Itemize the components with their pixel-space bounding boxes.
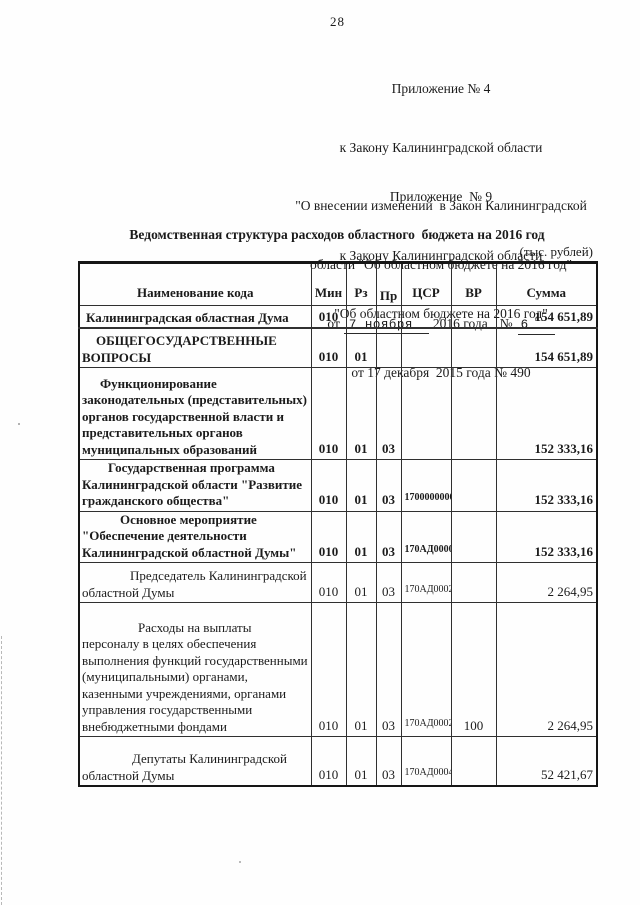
cell-rz: 01 — [345, 562, 377, 603]
cell-vr — [450, 510, 497, 563]
document-title: Ведомственная структура расходов областн… — [129, 227, 545, 242]
cell-vr — [450, 459, 497, 512]
cell-pr: 03 — [375, 510, 402, 563]
table-row: Государственная программа Калининградско… — [78, 459, 598, 512]
cell-pr — [375, 327, 402, 368]
table-row: Расходы на выплаты персоналу в целях обе… — [78, 602, 598, 737]
table-row: Депутаты Калининградской областной Думы … — [78, 736, 598, 787]
cell-vr — [450, 305, 497, 329]
table-row: ОБЩЕГОСУДАРСТВЕННЫЕ ВОПРОСЫ 010 01 154 6… — [78, 327, 598, 368]
cell-csr: 1700000000 — [400, 459, 452, 512]
cell-vr — [450, 562, 497, 603]
cell-sum: 152 333,16 — [495, 367, 598, 460]
cell-pr: 03 — [375, 367, 402, 460]
cell-csr: 170АД00020 — [400, 602, 452, 737]
cell-min: 010 — [310, 602, 347, 737]
cell-sum: 152 333,16 — [495, 459, 598, 512]
cell-pr — [375, 305, 402, 329]
col-header-pr: Пр — [375, 262, 402, 306]
cell-sum: 152 333,16 — [495, 510, 598, 563]
cell-csr: 170АД00000 — [400, 510, 452, 563]
cell-rz: 01 — [345, 602, 377, 737]
cell-name: Государственная программа Калининградско… — [78, 459, 312, 512]
cell-min: 010 — [310, 562, 347, 603]
appendix-2-line: к Закону Калининградской области — [339, 247, 543, 263]
cell-rz: 01 — [345, 510, 377, 563]
cell-pr: 03 — [375, 736, 402, 787]
col-header-name: Наименование кода — [78, 262, 312, 306]
appendix-1-line: "О внесении изменений в Закон Калинингра… — [295, 198, 587, 213]
col-header-sum: Сумма — [495, 262, 598, 306]
cell-name: Депутаты Калининградской областной Думы — [78, 736, 312, 787]
cell-rz: 01 — [345, 736, 377, 787]
cell-rz: 01 — [345, 459, 377, 512]
scan-speckle — [18, 423, 20, 425]
table-row: Калининградская областная Дума 010 154 6… — [78, 305, 598, 329]
col-header-min: Мин — [310, 262, 347, 306]
cell-vr — [450, 327, 497, 368]
col-header-csr: ЦСР — [400, 262, 452, 306]
cell-vr — [450, 736, 497, 787]
cell-pr: 03 — [375, 562, 402, 603]
cell-sum: 2 264,95 — [495, 602, 598, 737]
appendix-1-line: Приложение № 4 — [391, 81, 491, 96]
cell-rz: 01 — [345, 367, 377, 460]
cell-sum: 154 651,89 — [495, 305, 598, 329]
col-header-vr: ВР — [450, 262, 497, 306]
units-note: (тыс. рублей) — [519, 244, 593, 259]
budget-table: Наименование кода Мин Рз Пр ЦСР ВР Сумма… — [78, 261, 598, 787]
cell-name: ОБЩЕГОСУДАРСТВЕННЫЕ ВОПРОСЫ — [78, 327, 312, 368]
cell-csr — [400, 305, 452, 329]
appendix-1-line: к Закону Калининградской области — [339, 139, 543, 155]
cell-vr — [450, 367, 497, 460]
table-header-row: Наименование кода Мин Рз Пр ЦСР ВР Сумма — [78, 262, 598, 306]
cell-min: 010 — [310, 367, 347, 460]
cell-sum: 154 651,89 — [495, 327, 598, 368]
cell-min: 010 — [310, 510, 347, 563]
cell-rz — [345, 305, 377, 329]
cell-vr: 100 — [450, 602, 497, 737]
cell-name: Расходы на выплаты персоналу в целях обе… — [78, 602, 312, 737]
cell-min: 010 — [310, 736, 347, 787]
cell-min: 010 — [310, 459, 347, 512]
cell-name: Основное мероприятие "Обеспечение деятел… — [78, 510, 312, 563]
scan-speckle — [239, 861, 241, 863]
appendix-2-line: Приложение № 9 — [389, 189, 493, 204]
cell-csr — [400, 327, 452, 368]
cell-csr: 170АД00020 — [400, 562, 452, 603]
cell-name: Калининградская областная Дума — [78, 305, 312, 329]
cell-csr — [400, 367, 452, 460]
cell-name: Председатель Калининградской областной Д… — [78, 562, 312, 603]
cell-pr: 03 — [375, 459, 402, 512]
table-row: Функционирование законодательных (предст… — [78, 367, 598, 460]
col-header-rz: Рз — [345, 262, 377, 306]
table-row: Председатель Калининградской областной Д… — [78, 562, 598, 603]
cell-csr: 170АД00040 — [400, 736, 452, 787]
cell-sum: 2 264,95 — [495, 562, 598, 603]
cell-name: Функционирование законодательных (предст… — [78, 367, 312, 460]
table-row: Основное мероприятие "Обеспечение деятел… — [78, 510, 598, 563]
cell-sum: 52 421,67 — [495, 736, 598, 787]
cell-min: 010 — [310, 305, 347, 329]
cell-min: 010 — [310, 327, 347, 368]
page-number: 28 — [330, 14, 345, 29]
cell-rz: 01 — [345, 327, 377, 368]
scan-edge-artifact — [1, 636, 2, 905]
cell-pr: 03 — [375, 602, 402, 737]
